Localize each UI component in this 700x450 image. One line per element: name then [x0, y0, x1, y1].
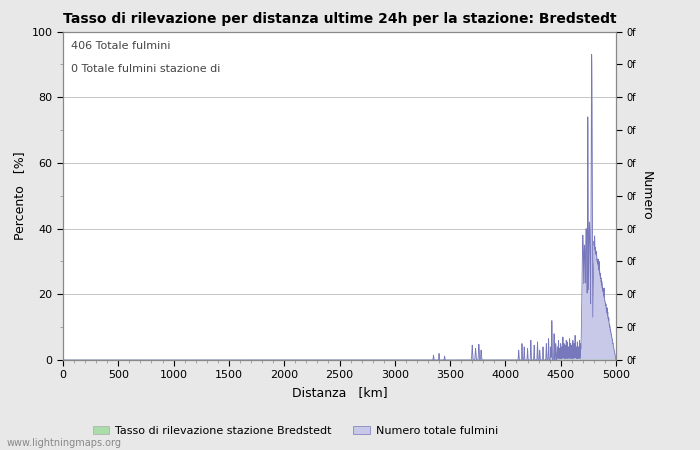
Legend: Tasso di rilevazione stazione Bredstedt, Numero totale fulmini: Tasso di rilevazione stazione Bredstedt,… — [88, 421, 503, 440]
Title: Tasso di rilevazione per distanza ultime 24h per la stazione: Bredstedt: Tasso di rilevazione per distanza ultime… — [63, 12, 616, 26]
Y-axis label: Percento   [%]: Percento [%] — [13, 152, 26, 240]
X-axis label: Distanza   [km]: Distanza [km] — [292, 386, 387, 399]
Text: www.lightningmaps.org: www.lightningmaps.org — [7, 438, 122, 448]
Text: 406 Totale fulmini: 406 Totale fulmini — [71, 41, 171, 51]
Y-axis label: Numero: Numero — [640, 171, 652, 220]
Text: 0 Totale fulmini stazione di: 0 Totale fulmini stazione di — [71, 64, 220, 74]
